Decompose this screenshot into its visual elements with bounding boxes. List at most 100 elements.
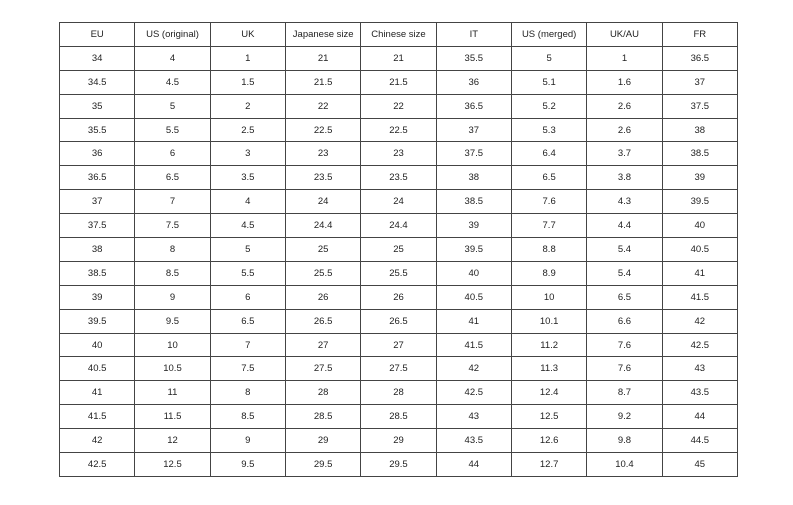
table-cell: 42.5 xyxy=(58,452,136,477)
table-cell: 42.5 xyxy=(435,380,512,406)
table-row: 39.5 9.5 6.5 26.5 26.5 41 10.1 6.6 42 xyxy=(58,308,739,334)
table-cell: 5.5 xyxy=(134,117,211,143)
table-cell: 1.5 xyxy=(209,69,286,95)
table-cell: 41.5 xyxy=(58,404,136,430)
column-header: UK xyxy=(209,22,286,47)
table-cell: 38.5 xyxy=(58,260,136,286)
shoe-size-table: EU US (original) UK Japanese size Chinese si… xyxy=(58,22,739,477)
table-cell: 5 xyxy=(134,93,211,119)
table-cell: 37 xyxy=(435,117,512,143)
table-cell: 41.5 xyxy=(435,332,512,358)
table-cell: 40.5 xyxy=(661,237,739,262)
table-cell: 38 xyxy=(435,165,512,191)
column-header: Chinese size xyxy=(360,22,437,47)
table-cell: 6.4 xyxy=(510,141,588,167)
table-cell: 9.8 xyxy=(586,428,663,454)
column-header: EU xyxy=(58,22,136,47)
table-cell: 37 xyxy=(58,189,136,215)
table-row: 36.5 6.5 3.5 23.5 23.5 38 6.5 3.8 39 xyxy=(58,165,739,191)
table-cell: 10 xyxy=(134,332,211,358)
table-cell: 9 xyxy=(209,428,286,454)
table-cell: 26 xyxy=(360,284,437,310)
table-cell: 35 xyxy=(58,93,136,119)
table-cell: 2 xyxy=(209,93,286,119)
table-cell: 3.8 xyxy=(586,165,663,191)
table-cell: 42 xyxy=(661,308,739,334)
table-cell: 29.5 xyxy=(284,452,362,477)
table-cell: 2.6 xyxy=(586,117,663,143)
table-cell: 43.5 xyxy=(661,380,739,406)
table-cell: 44 xyxy=(661,404,739,430)
table-row: 35 5 2 22 22 36.5 5.2 2.6 37.5 xyxy=(58,93,739,119)
table-cell: 25.5 xyxy=(360,260,437,286)
table-cell: 3.5 xyxy=(209,165,286,191)
table-cell: 36 xyxy=(58,141,136,167)
table-cell: 41.5 xyxy=(661,284,739,310)
table-cell: 5 xyxy=(510,45,588,71)
table-cell: 43.5 xyxy=(435,428,512,454)
table-cell: 26 xyxy=(284,284,362,310)
table-row: 40.5 10.5 7.5 27.5 27.5 42 11.3 7.6 43 xyxy=(58,356,739,382)
table-row: 42.5 12.5 9.5 29.5 29.5 44 12.7 10.4 45 xyxy=(58,452,739,477)
table-row: 38 8 5 25 25 39.5 8.8 5.4 40.5 xyxy=(58,237,739,262)
table-cell: 39.5 xyxy=(435,237,512,262)
table-cell: 41 xyxy=(661,260,739,286)
table-cell: 8.9 xyxy=(510,260,588,286)
table-row: 36 6 3 23 23 37.5 6.4 3.7 38.5 xyxy=(58,141,739,167)
table-cell: 28.5 xyxy=(284,404,362,430)
table-cell: 12.4 xyxy=(510,380,588,406)
table-cell: 38.5 xyxy=(661,141,739,167)
table-cell: 40 xyxy=(435,260,512,286)
table-cell: 27 xyxy=(360,332,437,358)
table-cell: 22 xyxy=(360,93,437,119)
table-cell: 28 xyxy=(360,380,437,406)
table-row: 35.5 5.5 2.5 22.5 22.5 37 5.3 2.6 38 xyxy=(58,117,739,143)
table-cell: 39 xyxy=(661,165,739,191)
table-cell: 7.6 xyxy=(586,356,663,382)
table-cell: 36.5 xyxy=(661,45,739,71)
table-cell: 5.4 xyxy=(586,260,663,286)
table-cell: 4.5 xyxy=(134,69,211,95)
table-cell: 9 xyxy=(134,284,211,310)
table-cell: 21 xyxy=(360,45,437,71)
table-cell: 29 xyxy=(284,428,362,454)
table-cell: 37.5 xyxy=(58,213,136,239)
table-cell: 5.5 xyxy=(209,260,286,286)
table-cell: 6.6 xyxy=(586,308,663,334)
table-cell: 12 xyxy=(134,428,211,454)
table-cell: 41 xyxy=(435,308,512,334)
table-cell: 6.5 xyxy=(209,308,286,334)
table-cell: 4.3 xyxy=(586,189,663,215)
table-cell: 23 xyxy=(284,141,362,167)
table-cell: 25 xyxy=(360,237,437,262)
table-cell: 8 xyxy=(134,237,211,262)
table-cell: 1 xyxy=(209,45,286,71)
table-cell: 28 xyxy=(284,380,362,406)
table-cell: 7.6 xyxy=(586,332,663,358)
table-cell: 12.6 xyxy=(510,428,588,454)
column-header: FR xyxy=(661,22,739,47)
table-cell: 5 xyxy=(209,237,286,262)
table-cell: 26.5 xyxy=(284,308,362,334)
table-cell: 11.3 xyxy=(510,356,588,382)
table-cell: 39.5 xyxy=(58,308,136,334)
table-cell: 2.5 xyxy=(209,117,286,143)
table-cell: 8.7 xyxy=(586,380,663,406)
table-row: 37.5 7.5 4.5 24.4 24.4 39 7.7 4.4 40 xyxy=(58,213,739,239)
table-cell: 6.5 xyxy=(586,284,663,310)
table-cell: 40 xyxy=(661,213,739,239)
table-cell: 29 xyxy=(360,428,437,454)
table-cell: 25 xyxy=(284,237,362,262)
table-cell: 10.1 xyxy=(510,308,588,334)
table-cell: 11 xyxy=(134,380,211,406)
table-cell: 34 xyxy=(58,45,136,71)
table-cell: 29.5 xyxy=(360,452,437,477)
table-cell: 22 xyxy=(284,93,362,119)
table-cell: 7 xyxy=(209,332,286,358)
table-cell: 7.5 xyxy=(134,213,211,239)
table-row: 41.5 11.5 8.5 28.5 28.5 43 12.5 9.2 44 xyxy=(58,404,739,430)
table-cell: 40.5 xyxy=(58,356,136,382)
table-cell: 24 xyxy=(360,189,437,215)
table-cell: 44 xyxy=(435,452,512,477)
table-cell: 43 xyxy=(661,356,739,382)
